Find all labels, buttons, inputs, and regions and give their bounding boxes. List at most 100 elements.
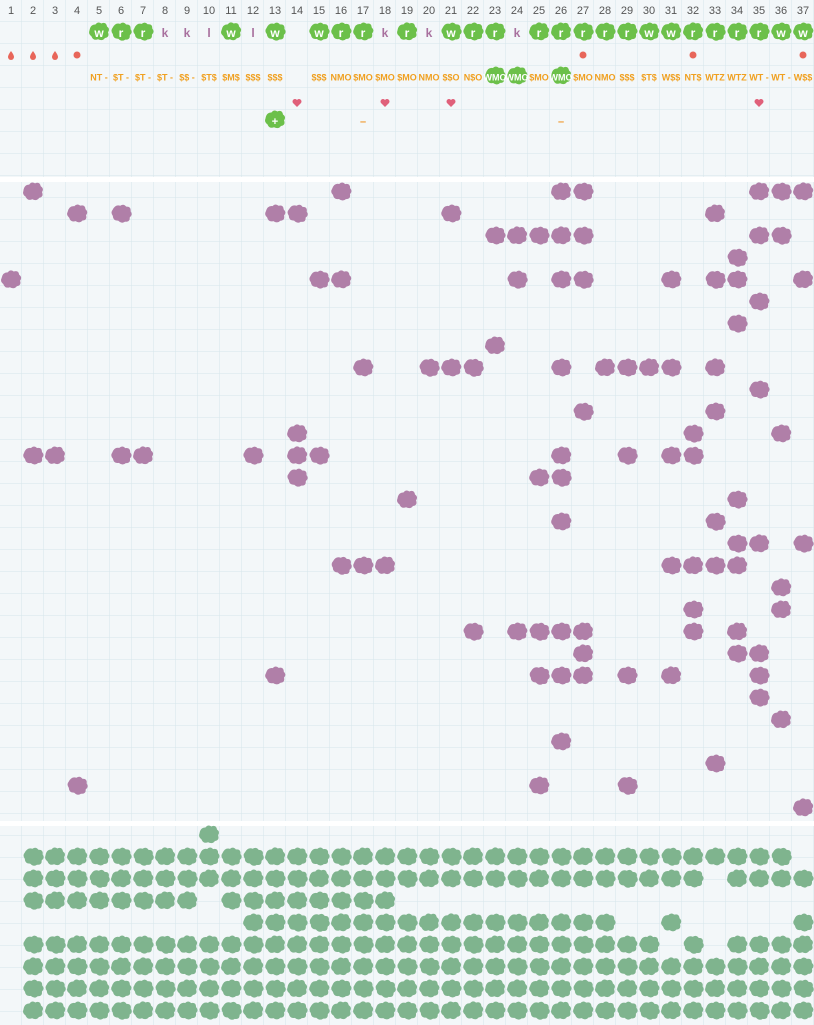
green-blob: [67, 979, 87, 998]
green-blob: [111, 957, 131, 976]
green-blob: [419, 913, 439, 932]
green-blob: [353, 957, 374, 976]
purple-blob: [661, 358, 682, 377]
purple-blob: [683, 556, 704, 575]
green-blob: [551, 979, 572, 998]
green-blob: [375, 869, 396, 888]
green-blob: [177, 1001, 198, 1020]
column-number: 32: [687, 5, 699, 17]
purple-blob: [771, 182, 792, 201]
purple-blob: [683, 446, 704, 465]
green-blob: [89, 935, 110, 954]
green-blob: [133, 847, 154, 866]
green-blob: [529, 869, 550, 888]
green-blob: [749, 957, 769, 976]
purple-blob: [463, 622, 484, 641]
purple-blob: [551, 666, 572, 685]
column-number: 16: [335, 5, 347, 17]
purple-blob: [771, 710, 791, 729]
purple-blob: [749, 380, 770, 399]
green-blob: [353, 847, 373, 866]
green-blob: [617, 979, 638, 998]
green-blob: [683, 869, 704, 888]
green-blob: [133, 869, 154, 888]
column-number: 19: [401, 5, 413, 17]
green-blob: [551, 957, 572, 976]
green-blob: [23, 869, 44, 888]
green-blob: [441, 1001, 461, 1020]
green-blob: [529, 935, 550, 954]
green-blob: [155, 869, 176, 888]
purple-blob: [331, 556, 352, 575]
green-blob: [177, 957, 198, 976]
markers-text: r: [559, 26, 564, 40]
badge: [551, 66, 572, 85]
column-number: 36: [775, 5, 787, 17]
green-blob: [595, 979, 615, 998]
green-blob: [67, 935, 88, 954]
badge: [661, 22, 682, 41]
badge: [485, 66, 506, 85]
signs-text: –: [558, 116, 564, 128]
badge: [529, 22, 550, 41]
green-blob: [287, 891, 308, 910]
codes-text: $T -: [113, 72, 129, 82]
purple-blob: [749, 688, 770, 707]
codes-text: WT -: [749, 72, 769, 82]
green-blob: [221, 891, 242, 910]
green-blob: [705, 847, 726, 866]
purple-blob: [331, 270, 352, 289]
green-blob: [485, 957, 506, 976]
green-blob: [507, 869, 528, 888]
markers-text: r: [537, 26, 542, 40]
purple-blob: [507, 622, 528, 641]
purple-blob: [573, 270, 594, 289]
green-blob: [397, 957, 418, 976]
purple-blob: [749, 226, 770, 245]
purple-blob: [705, 512, 726, 531]
green-blob: [89, 957, 110, 976]
badge: [771, 22, 792, 41]
codes-text: WMO: [506, 72, 529, 82]
green-blob: [419, 957, 440, 976]
purple-blob: [551, 622, 572, 641]
dot-icon: [73, 51, 81, 59]
markers-text: k: [184, 26, 191, 40]
green-blob: [375, 891, 396, 910]
purple-blob: [793, 798, 814, 817]
green-blob: [353, 913, 374, 932]
green-blob: [551, 913, 572, 932]
green-blob: [331, 913, 352, 932]
green-blob: [551, 935, 572, 954]
green-blob: [639, 979, 660, 998]
green-blob: [45, 1001, 66, 1020]
purple-blob: [243, 446, 264, 465]
green-blob: [485, 979, 505, 998]
purple-blob: [111, 446, 132, 465]
green-blob: [749, 869, 770, 888]
green-blob: [639, 1001, 660, 1020]
badge: [309, 22, 330, 41]
green-blob: [287, 847, 308, 866]
green-blob: [661, 847, 682, 866]
green-blob: [485, 847, 506, 866]
markers-text: r: [493, 26, 498, 40]
column-number: 9: [184, 5, 190, 17]
green-blob: [793, 935, 813, 954]
badge: [463, 22, 484, 41]
green-blob: [375, 913, 396, 932]
column-number: 23: [489, 5, 501, 17]
codes-text: $T -: [157, 72, 173, 82]
green-blob: [331, 891, 352, 910]
green-blob: [573, 957, 594, 976]
purple-blob: [287, 424, 308, 443]
codes-text: $$$: [245, 72, 260, 82]
green-blob: [617, 935, 638, 954]
green-blob: [463, 957, 484, 976]
green-blob: [683, 847, 704, 866]
badge: [551, 22, 572, 41]
green-blob: [177, 891, 198, 910]
green-blob: [155, 891, 175, 910]
green-blob: [793, 957, 814, 976]
green-blob: [221, 869, 242, 888]
